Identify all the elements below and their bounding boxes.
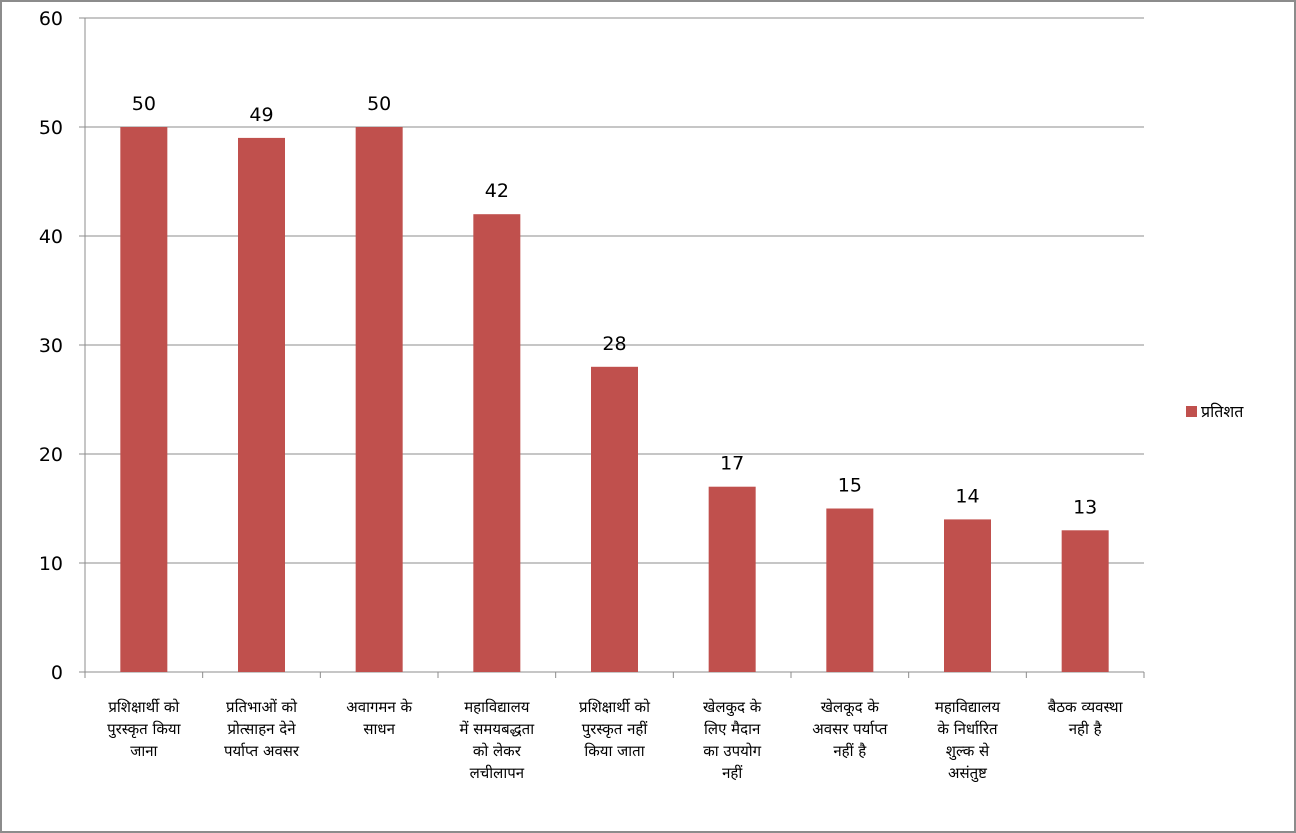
category-label-line: असंतुष्ट xyxy=(948,764,987,783)
category-label-line: प्रतिभाओं को xyxy=(226,698,298,716)
category-label-line: के निर्धारित xyxy=(937,720,998,738)
category-label-line: शुल्क से xyxy=(946,742,990,761)
category-label: प्रशिक्षार्थी को पुरस्कृत किया जाना xyxy=(107,698,181,760)
y-tick-label: 0 xyxy=(51,662,63,684)
category-label-line: में समयबद्धता xyxy=(460,720,536,738)
category-label-line: खेलकूद के xyxy=(821,698,880,717)
category-label-line: नहीं xyxy=(722,764,743,782)
legend-swatch xyxy=(1186,406,1197,417)
category-label-line: लिए मैदान xyxy=(704,720,761,738)
category-label-line: पर्याप्त अवसर xyxy=(224,742,300,760)
category-label-line: बैठक व्यवस्था xyxy=(1048,698,1124,716)
category-label-line: अवागमन के xyxy=(346,698,412,716)
y-tick-label: 10 xyxy=(39,553,63,575)
category-label: खेलकूद के अवसर पर्याप्त नहीं है xyxy=(812,698,888,760)
category-label-line: जाना xyxy=(130,742,158,760)
category-label: बैठक व्यवस्था नही है xyxy=(1048,698,1124,738)
bar xyxy=(826,508,874,672)
y-tick-label: 30 xyxy=(39,335,63,357)
bar xyxy=(591,366,638,672)
bar xyxy=(708,486,756,672)
category-label-line: खेलकुद के xyxy=(703,698,762,717)
category-label: प्रतिभाओं को प्रोत्साहन देने पर्याप्त अवसर xyxy=(224,698,300,760)
category-label-line: नही है xyxy=(1069,720,1103,738)
category-label-line: नहीं है xyxy=(833,742,867,760)
data-label: 50 xyxy=(132,93,156,115)
category-label-line: महाविद्यालय xyxy=(464,698,530,716)
category-label-line: पुरस्कृत किया xyxy=(107,720,181,739)
category-label-line: का उपयोग xyxy=(703,742,761,760)
category-label: अवागमन के साधन xyxy=(346,698,412,738)
category-label: प्रशिक्षार्थी को पुरस्कृत नहीं किया जाता xyxy=(579,698,651,760)
category-label-line: साधन xyxy=(363,720,395,738)
category-label-line: किया जाता xyxy=(584,742,645,760)
category-label: महाविद्यालय के निर्धारित शुल्क से असंतुष्ट xyxy=(935,698,1001,783)
category-label-line: प्रोत्साहन देने xyxy=(227,720,296,738)
bar xyxy=(944,519,991,672)
category-label-line: अवसर पर्याप्त xyxy=(812,720,888,738)
category-label-line: प्रशिक्षार्थी को xyxy=(108,698,180,716)
data-label: 14 xyxy=(955,485,979,507)
bar xyxy=(238,137,285,672)
y-tick-label: 40 xyxy=(39,226,63,248)
data-label: 42 xyxy=(485,180,509,202)
data-label: 15 xyxy=(838,475,862,497)
y-tick-label: 50 xyxy=(39,117,63,139)
category-label-line: लचीलापन xyxy=(470,764,525,782)
legend-label: प्रतिशत xyxy=(1201,402,1244,421)
data-label: 50 xyxy=(367,93,391,115)
category-label-line: महाविद्यालय xyxy=(935,698,1001,716)
category-label-line: को लेकर xyxy=(473,742,522,760)
data-label: 49 xyxy=(249,104,273,126)
bar xyxy=(355,127,403,672)
data-label: 17 xyxy=(720,453,744,475)
data-label: 13 xyxy=(1073,496,1097,518)
category-label: महाविद्यालय में समयबद्धता को लेकर लचीलापन xyxy=(460,698,536,782)
data-label: 28 xyxy=(602,333,626,355)
bar xyxy=(473,214,521,672)
bar xyxy=(1061,530,1109,672)
y-tick-label: 60 xyxy=(39,8,63,30)
category-label-line: पुरस्कृत नहीं xyxy=(582,720,649,739)
bar xyxy=(120,127,168,672)
category-label: खेलकुद के लिए मैदान का उपयोग नहीं xyxy=(703,698,762,782)
category-label-line: प्रशिक्षार्थी को xyxy=(579,698,651,716)
y-tick-label: 20 xyxy=(39,444,63,466)
